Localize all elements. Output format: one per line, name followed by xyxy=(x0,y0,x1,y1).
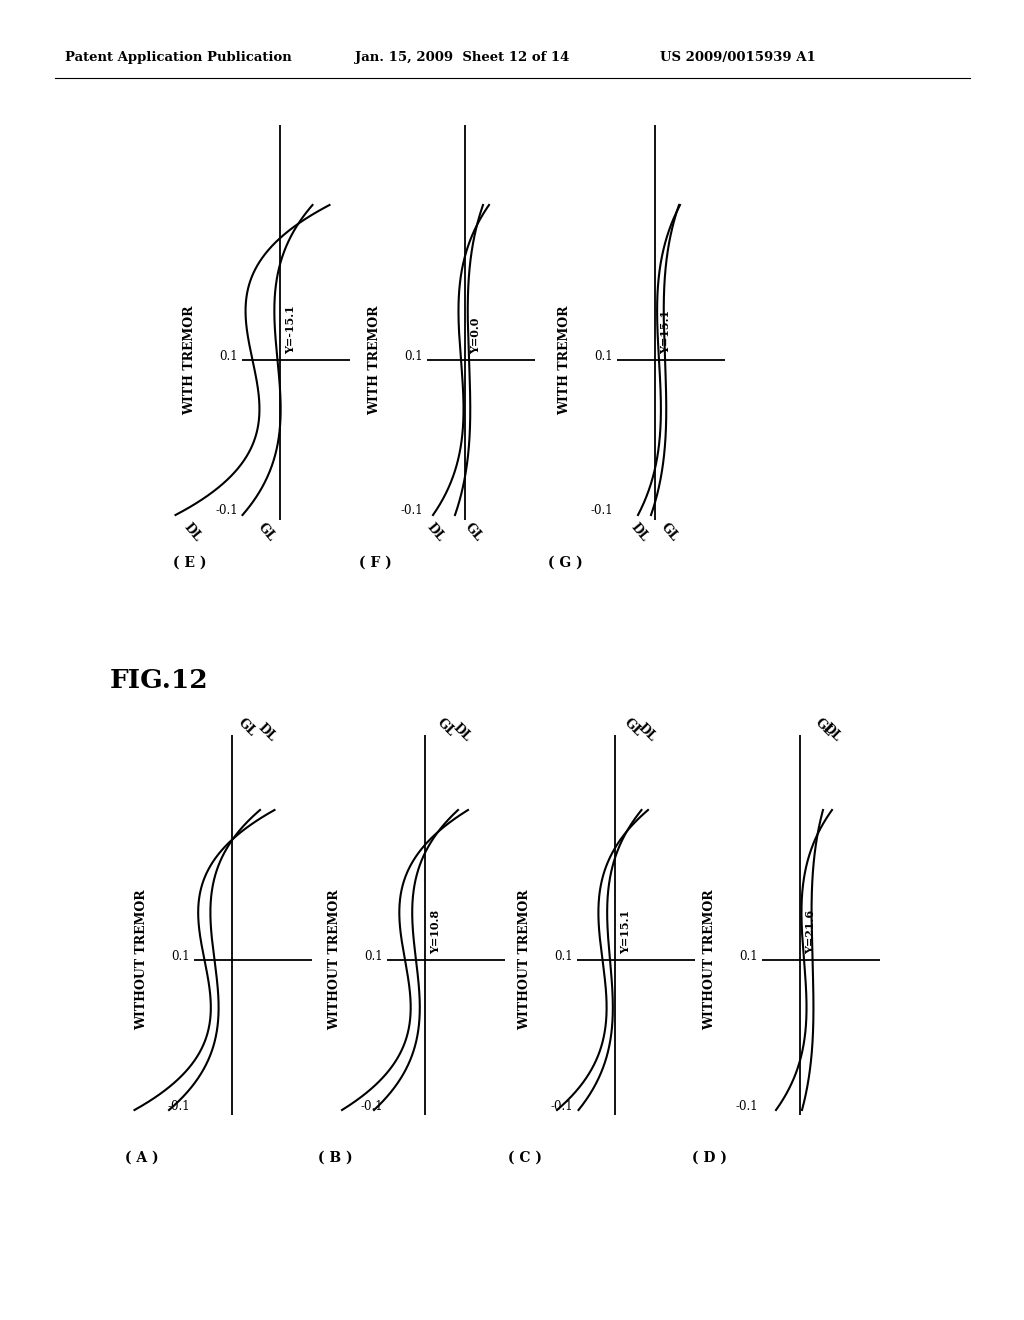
Text: -0.1: -0.1 xyxy=(735,1100,758,1113)
Text: DL: DL xyxy=(636,721,658,744)
Text: GL: GL xyxy=(813,717,836,739)
Text: DL: DL xyxy=(820,721,844,744)
Text: WITHOUT TREMOR: WITHOUT TREMOR xyxy=(329,890,341,1031)
Text: 0.1: 0.1 xyxy=(365,949,383,962)
Text: GL: GL xyxy=(622,717,644,739)
Text: GL: GL xyxy=(255,520,278,544)
Text: 0.1: 0.1 xyxy=(404,350,423,363)
Text: DL: DL xyxy=(628,520,650,544)
Text: ( C ): ( C ) xyxy=(508,1151,542,1166)
Text: ( E ): ( E ) xyxy=(173,556,207,570)
Text: Jan. 15, 2009  Sheet 12 of 14: Jan. 15, 2009 Sheet 12 of 14 xyxy=(355,51,569,65)
Text: -0.1: -0.1 xyxy=(215,504,238,517)
Text: GL: GL xyxy=(462,520,484,544)
Text: WITH TREMOR: WITH TREMOR xyxy=(183,305,197,414)
Text: WITH TREMOR: WITH TREMOR xyxy=(558,305,571,414)
Text: Patent Application Publication: Patent Application Publication xyxy=(65,51,292,65)
Text: WITHOUT TREMOR: WITHOUT TREMOR xyxy=(703,890,717,1031)
Text: ( A ): ( A ) xyxy=(125,1151,159,1166)
Text: WITHOUT TREMOR: WITHOUT TREMOR xyxy=(518,890,531,1031)
Text: 0.1: 0.1 xyxy=(171,949,190,962)
Text: Y=-15.1: Y=-15.1 xyxy=(285,305,296,354)
Text: ( G ): ( G ) xyxy=(548,556,583,570)
Text: -0.1: -0.1 xyxy=(360,1100,383,1113)
Text: ( B ): ( B ) xyxy=(317,1151,352,1166)
Text: DL: DL xyxy=(451,721,474,744)
Text: 0.1: 0.1 xyxy=(219,350,238,363)
Text: Y=15.1: Y=15.1 xyxy=(660,310,671,354)
Text: WITHOUT TREMOR: WITHOUT TREMOR xyxy=(135,890,148,1031)
Text: ( F ): ( F ) xyxy=(358,556,391,570)
Text: -0.1: -0.1 xyxy=(550,1100,573,1113)
Text: DL: DL xyxy=(425,520,447,544)
Text: ( D ): ( D ) xyxy=(692,1151,727,1166)
Text: Y=15.1: Y=15.1 xyxy=(620,909,631,954)
Text: WITH TREMOR: WITH TREMOR xyxy=(369,305,382,414)
Text: Y=0.0: Y=0.0 xyxy=(470,318,481,354)
Text: Y=21.6: Y=21.6 xyxy=(805,909,816,954)
Text: -0.1: -0.1 xyxy=(591,504,613,517)
Text: 0.1: 0.1 xyxy=(594,350,613,363)
Text: Y=10.8: Y=10.8 xyxy=(430,909,441,954)
Text: DL: DL xyxy=(255,721,279,744)
Text: GL: GL xyxy=(435,717,458,739)
Text: -0.1: -0.1 xyxy=(167,1100,190,1113)
Text: GL: GL xyxy=(657,520,680,544)
Text: 0.1: 0.1 xyxy=(554,949,573,962)
Text: US 2009/0015939 A1: US 2009/0015939 A1 xyxy=(660,51,816,65)
Text: DL: DL xyxy=(181,520,204,544)
Text: 0.1: 0.1 xyxy=(739,949,758,962)
Text: GL: GL xyxy=(236,717,259,739)
Text: FIG.12: FIG.12 xyxy=(110,668,209,693)
Text: -0.1: -0.1 xyxy=(400,504,423,517)
